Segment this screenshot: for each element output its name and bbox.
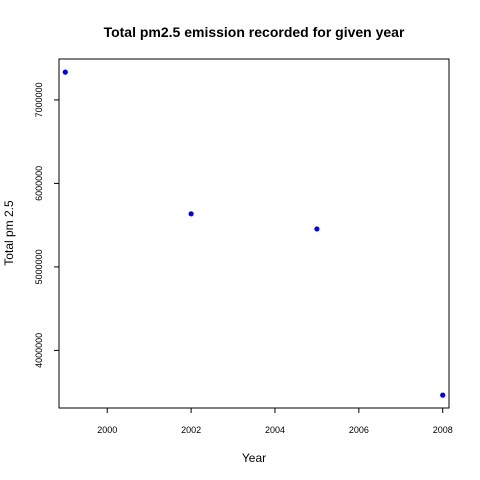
- x-axis: 2000 2002 2004 2006 2008: [97, 407, 453, 435]
- x-tick-label-2008: 2008: [433, 425, 453, 435]
- data-point-2008: [440, 392, 446, 398]
- y-tick-label-7000000: 7000000: [34, 82, 44, 117]
- x-axis-label: Year: [242, 451, 266, 465]
- plot-area-frame: [58, 58, 450, 409]
- x-tick-label-2006: 2006: [349, 425, 369, 435]
- y-axis: 4000000 5000000 6000000 7000000: [34, 82, 60, 368]
- y-tick-label-5000000: 5000000: [34, 249, 44, 284]
- y-tick-label-6000000: 6000000: [34, 166, 44, 201]
- x-tick-label-2004: 2004: [265, 425, 285, 435]
- chart-title: Total pm2.5 emission recorded for given …: [104, 24, 405, 40]
- data-point-2005: [314, 226, 320, 232]
- y-axis-label: Total pm 2.5: [2, 200, 16, 266]
- x-tick-label-2000: 2000: [97, 425, 117, 435]
- y-tick-label-4000000: 4000000: [34, 333, 44, 368]
- data-points: [62, 69, 446, 398]
- data-point-1999: [62, 69, 68, 75]
- x-tick-label-2002: 2002: [181, 425, 201, 435]
- data-point-2002: [188, 211, 194, 217]
